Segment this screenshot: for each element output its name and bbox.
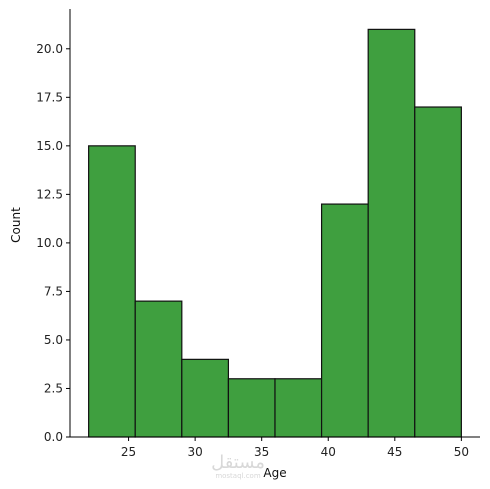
y-tick-label: 5.0 [44,333,63,347]
histogram-bar-1 [134,300,183,438]
y-ticks-group: 0.0 2.5 5.0 7.5 10.0 12.5 15.0 17.5 20.0 [36,42,70,444]
x-tick-label: 25 [121,445,136,459]
histogram-bar-3 [227,378,276,438]
axes-group [69,9,480,438]
x-tick-label: 35 [254,445,269,459]
watermark-sub-text: mostaql.com [215,472,261,480]
histogram-bar-5 [320,203,369,438]
histogram-bar-4 [274,378,323,438]
histogram-bar-0 [88,145,136,438]
bars-group [88,28,462,438]
y-tick-label: 10.0 [36,236,63,250]
y-tick-label: 15.0 [36,139,63,153]
x-tick-label: 40 [321,445,336,459]
histogram-bar-6 [367,28,416,438]
y-tick-label: 0.0 [44,430,63,444]
y-tick-label: 17.5 [36,90,63,104]
y-tick-label: 20.0 [36,42,63,56]
x-tick-label: 50 [454,445,469,459]
y-tick-label: 12.5 [36,187,63,201]
x-ticks-group: 25 30 35 40 45 50 [121,437,469,459]
histogram-bar-2 [181,358,230,438]
histogram-bar-7 [414,106,462,438]
y-axis-label: Count [9,207,23,243]
watermark-main-text: مستقل [211,452,265,473]
watermark: مستقل mostaql.com [211,452,265,480]
x-tick-label: 30 [187,445,202,459]
y-tick-label: 7.5 [44,284,63,298]
x-axis-label: Age [263,466,286,480]
x-tick-label: 45 [387,445,402,459]
y-tick-label: 2.5 [44,381,63,395]
